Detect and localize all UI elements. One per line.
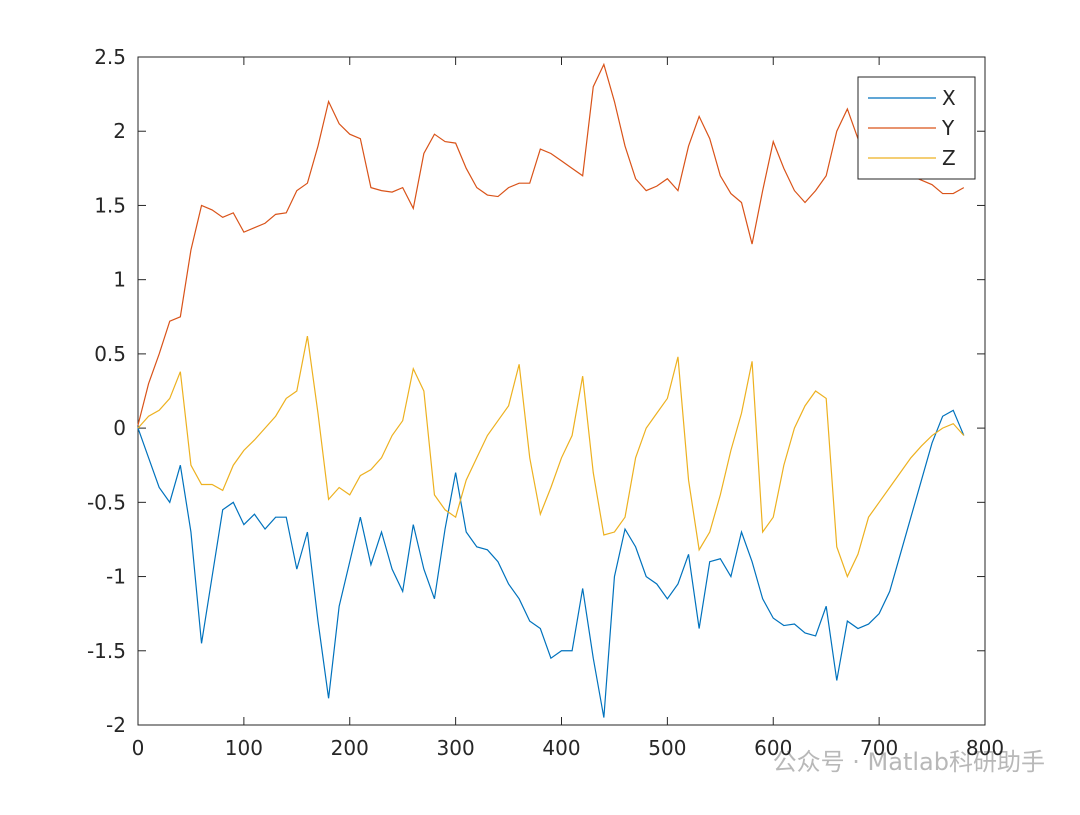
series-line bbox=[137, 62, 965, 426]
y-tick-label: 1 bbox=[113, 268, 126, 292]
x-tick-label: 300 bbox=[437, 736, 475, 760]
y-tick-label: 0 bbox=[113, 416, 126, 440]
x-tick-label: 600 bbox=[754, 736, 792, 760]
x-tick-label: 800 bbox=[966, 736, 1004, 760]
legend-label: Y bbox=[941, 116, 955, 140]
watermark: 公众号 · Matlab科研助手 bbox=[773, 748, 1045, 776]
y-tick-label: 0.5 bbox=[94, 342, 126, 366]
y-tick-label: 1.5 bbox=[94, 193, 126, 217]
x-tick-label: 400 bbox=[542, 736, 580, 760]
y-tick-label: -2 bbox=[106, 713, 126, 737]
x-tick-label: 700 bbox=[860, 736, 898, 760]
series-line bbox=[137, 409, 965, 718]
legend-label: X bbox=[942, 86, 956, 110]
x-tick-label: 0 bbox=[132, 736, 145, 760]
y-tick-label: 2 bbox=[113, 119, 126, 143]
x-tick-label: 100 bbox=[225, 736, 263, 760]
y-tick-label: -1.5 bbox=[87, 639, 126, 663]
x-tick-label: 500 bbox=[648, 736, 686, 760]
y-tick-label: -1 bbox=[106, 565, 126, 589]
y-tick-label: -0.5 bbox=[87, 490, 126, 514]
series-line bbox=[137, 335, 965, 579]
x-tick-label: 200 bbox=[331, 736, 369, 760]
y-tick-label: 2.5 bbox=[94, 45, 126, 69]
plot-box bbox=[137, 56, 986, 726]
legend-label: Z bbox=[942, 146, 956, 170]
